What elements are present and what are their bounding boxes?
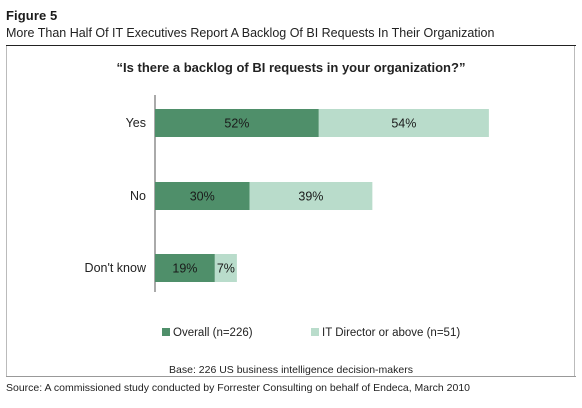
figure-title: More Than Half Of IT Executives Report A… [6, 26, 495, 40]
source-divider [6, 376, 576, 377]
legend-label: IT Director or above (n=51) [322, 327, 460, 339]
bar-value-label: 30% [190, 190, 215, 204]
bar-value-label: 7% [217, 262, 235, 276]
figure-label: Figure 5 [6, 8, 58, 23]
source-note: Source: A commissioned study conducted b… [6, 382, 471, 394]
bar-value-label: 39% [298, 190, 323, 204]
legend-label: Overall (n=226) [173, 327, 253, 339]
chart-question: “Is there a backlog of BI requests in yo… [116, 60, 466, 75]
legend-swatch [311, 328, 319, 336]
bar-segment-overall [155, 182, 250, 210]
bar-segment-overall [155, 254, 215, 282]
bar-value-label: 19% [172, 262, 197, 276]
base-note: Base: 226 US business intelligence decis… [169, 364, 413, 376]
legend-swatch [162, 328, 170, 336]
bar-value-label: 52% [224, 117, 249, 131]
category-label: Yes [126, 116, 146, 130]
category-label: Don't know [85, 261, 147, 275]
bar-segment-it-director [214, 254, 237, 282]
bars-group: 52% 54% 30% 39% 19% 7% [155, 109, 489, 282]
legend: Overall (n=226) IT Director or above (n=5… [162, 327, 460, 339]
bar-segment-it-director [318, 109, 489, 137]
category-labels: Yes No Don't know [85, 116, 147, 275]
bar-segment-overall [155, 109, 319, 137]
category-label: No [130, 189, 146, 203]
bar-value-label: 54% [391, 117, 416, 131]
title-divider [6, 45, 576, 46]
bar-segment-it-director [249, 182, 373, 210]
chart-frame [6, 46, 575, 376]
